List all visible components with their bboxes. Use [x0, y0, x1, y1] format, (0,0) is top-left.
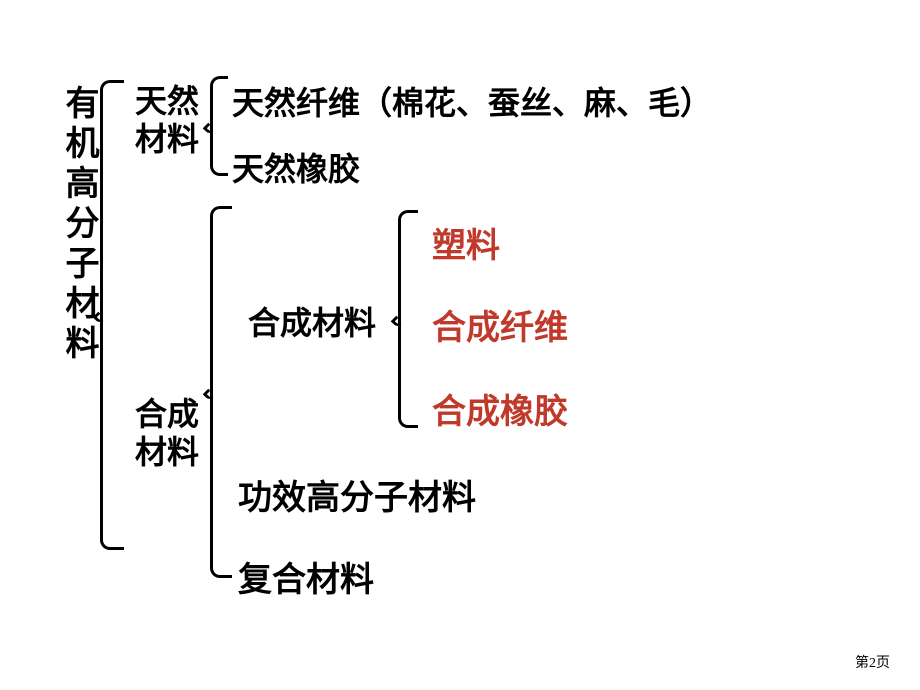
node-label: 功效高分子材料 [238, 470, 476, 519]
node-label: 塑料 [432, 218, 500, 267]
page-number: 第2页 [855, 652, 890, 672]
node-label: 天然纤维（棉花、蚕丝、麻、毛） [232, 78, 712, 124]
node-label: 合成纤维 [432, 300, 568, 349]
node-label: 天然材料 [135, 82, 199, 159]
node-label: 天然橡胶 [232, 144, 360, 190]
node-label: 合成橡胶 [432, 384, 568, 433]
brace [210, 206, 232, 578]
brace [398, 210, 418, 428]
brace [210, 76, 228, 176]
node-label: 合成材料 [248, 298, 376, 344]
node-label: 合成材料 [135, 395, 199, 472]
brace [100, 80, 124, 550]
root-label: 有机高分子材料 [55, 85, 104, 365]
node-label: 复合材料 [238, 552, 374, 601]
